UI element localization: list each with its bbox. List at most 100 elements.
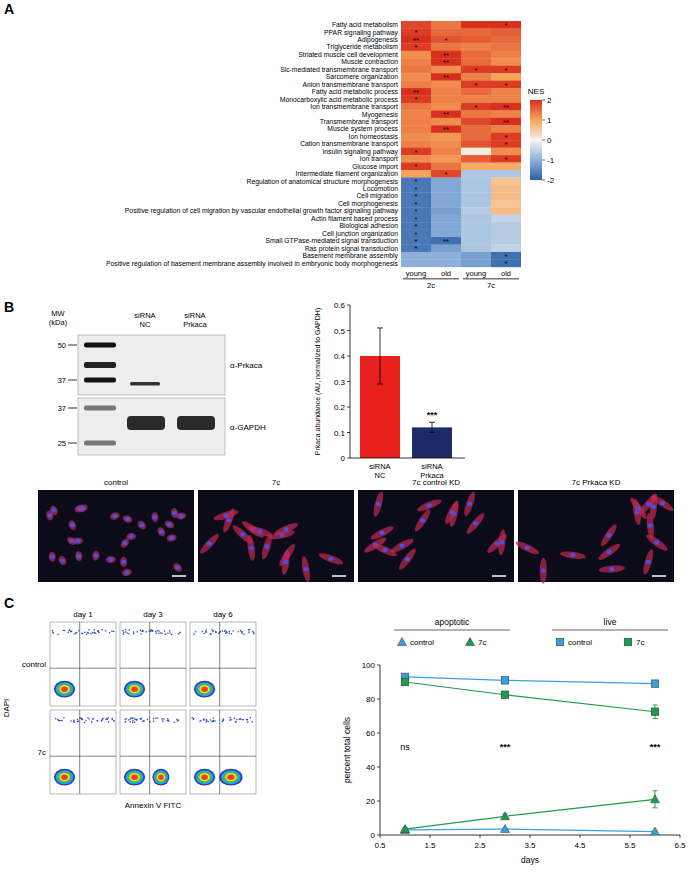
flow-event (105, 630, 107, 632)
y-axis-label: percent total cells (342, 717, 352, 783)
flow-column-label: day 1 (73, 610, 93, 619)
flow-density (199, 773, 209, 781)
flow-plot (50, 622, 116, 706)
flow-gate (120, 756, 186, 757)
flow-density (126, 682, 144, 696)
cell-nucleus (50, 554, 55, 558)
flow-event (224, 631, 226, 633)
y-tick (377, 699, 380, 700)
flow-event (142, 630, 144, 632)
flow-density (152, 769, 169, 786)
flow-event (247, 719, 249, 721)
flow-event (241, 719, 243, 721)
flow-event (215, 632, 217, 634)
cell-cytoplasm (119, 537, 131, 549)
cell-nucleus (207, 542, 212, 546)
flow-event (128, 633, 130, 635)
colorbar-tick (542, 140, 545, 141)
cell-nucleus (80, 506, 85, 510)
legend-marker (556, 638, 564, 646)
flow-event (235, 721, 237, 723)
mw-marker: 25 (58, 439, 66, 448)
flow-event (124, 721, 126, 723)
error-bar-stem (432, 422, 433, 432)
error-bar-cap (653, 807, 658, 808)
heatmap-cell (491, 200, 521, 208)
cell-cytoplasm (514, 539, 541, 556)
flow-event (238, 719, 240, 721)
flow-event (52, 630, 54, 632)
heatmap-cell (461, 177, 491, 185)
significance: * (415, 148, 418, 157)
heatmap-cell (431, 207, 461, 215)
flow-event (228, 630, 230, 632)
significance: * (505, 21, 508, 30)
cell-nucleus (380, 531, 385, 535)
flow-event (132, 718, 134, 720)
panel-label: B (4, 299, 14, 315)
colorbar-tick (542, 120, 545, 121)
flow-event (153, 721, 155, 723)
cell-cytoplasm (77, 503, 89, 514)
flow-density (129, 685, 139, 693)
significance: ns (400, 742, 410, 752)
flow-density (201, 775, 208, 780)
y-tick (377, 733, 380, 734)
micrograph-label: control (104, 478, 128, 487)
flow-density (196, 682, 214, 696)
flow-event (105, 718, 107, 720)
flow-density (56, 682, 74, 696)
micrograph-background (198, 490, 354, 582)
flow-event (155, 631, 157, 633)
ladder-band (84, 406, 116, 411)
legend-group-title: live (604, 617, 617, 627)
cell-cytoplasm (497, 529, 506, 556)
legend-marker (466, 638, 475, 646)
figure: AFatty acid metabolismPPAR signaling pat… (0, 0, 698, 890)
cell-nucleus (172, 511, 177, 515)
heatmap-cell (461, 230, 491, 238)
significance: * (445, 170, 448, 179)
flow-event (236, 719, 238, 721)
heatmap-cell (461, 215, 491, 223)
flow-density (223, 772, 238, 783)
cell-nucleus (328, 557, 333, 561)
flow-event (173, 721, 175, 723)
mw-marker-tick (68, 443, 77, 444)
flow-event (107, 719, 109, 721)
y-axis (380, 665, 381, 835)
heatmap-cell (431, 185, 461, 193)
flow-event (136, 718, 138, 720)
flow-event (193, 718, 195, 720)
flow-event (229, 719, 231, 721)
cell-cytoplasm (300, 556, 311, 583)
cell-nucleus (382, 548, 387, 552)
flow-event (157, 630, 159, 632)
column-group-label: 7c (487, 281, 495, 290)
flow-event (113, 720, 115, 722)
significance: * (505, 155, 508, 164)
scale-bar (492, 575, 506, 577)
flow-event (223, 719, 225, 721)
blot-band (130, 382, 160, 386)
mw-marker: 50 (58, 341, 66, 350)
heatmap-cell (491, 207, 521, 215)
significance: * (415, 95, 418, 104)
flow-density (201, 687, 208, 692)
heatmap-cell (401, 110, 431, 118)
y-tick (347, 458, 350, 459)
flow-event (212, 720, 214, 722)
flow-gate (190, 756, 256, 757)
x-axis (350, 458, 465, 459)
flow-density (61, 775, 68, 780)
flow-plot (120, 710, 186, 794)
flow-event (195, 631, 197, 633)
micrograph-background (358, 490, 514, 582)
mw-label-line: (kDa) (49, 318, 68, 327)
blot-membrane (78, 398, 225, 455)
flow-gate (120, 668, 186, 669)
flow-event (97, 631, 99, 633)
flow-event (111, 631, 113, 633)
flow-event (210, 719, 212, 721)
flow-frame (50, 622, 116, 706)
